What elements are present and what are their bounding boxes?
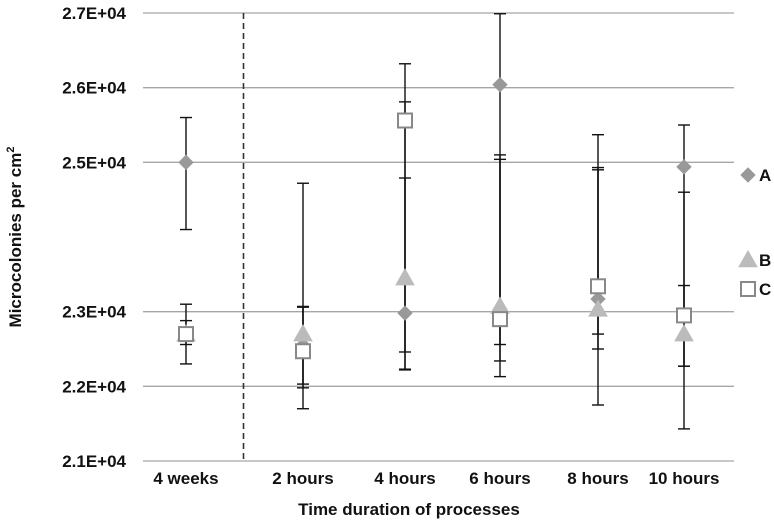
y-tick-label: 2.2E+04 — [62, 377, 126, 396]
point-b — [490, 296, 510, 314]
legend-marker-b — [738, 249, 758, 268]
point-b — [293, 324, 313, 342]
y-axis-title: Microcolonies per cm2 — [5, 147, 25, 328]
data-points — [176, 76, 694, 360]
point-c — [676, 307, 692, 324]
point-c — [590, 278, 606, 295]
point-a — [397, 305, 413, 321]
x-tick-label: 8 hours — [567, 469, 628, 488]
x-axis-title: Time duration of processes — [298, 500, 520, 519]
y-tick-label: 2.7E+04 — [62, 4, 126, 23]
y-tick-label: 2.6E+04 — [62, 79, 126, 98]
gridlines — [143, 12, 734, 462]
x-tick-label: 4 hours — [374, 469, 435, 488]
point-b — [588, 299, 608, 317]
point-b — [395, 268, 415, 286]
x-axis-ticks: 4 weeks 2 hours 4 hours 6 hours 8 hours 10 ho… — [153, 469, 719, 488]
point-c — [295, 343, 311, 360]
y-tick-label: 2.3E+04 — [62, 303, 126, 322]
x-tick-label: 10 hours — [649, 469, 720, 488]
legend-label-c: C — [759, 280, 771, 299]
y-tick-label: 2.5E+04 — [62, 153, 126, 172]
point-c — [397, 112, 413, 129]
legend-marker-a — [740, 167, 756, 183]
x-tick-label: 4 weeks — [153, 469, 218, 488]
y-axis-title-superscript: 2 — [5, 147, 17, 153]
y-axis-ticks: 2.1E+04 2.2E+04 2.3E+04 2.5E+04 2.6E+04 2.7E+… — [62, 4, 126, 471]
point-c — [492, 311, 508, 328]
point-c — [178, 326, 194, 343]
point-a — [178, 154, 194, 171]
point-a — [676, 159, 692, 175]
legend-label-a: A — [759, 166, 771, 185]
legend-label-b: B — [759, 251, 771, 270]
y-axis-title-main: Microcolonies per cm — [6, 153, 25, 328]
legend-marker-c — [740, 281, 756, 297]
point-a — [492, 76, 508, 93]
legend: A BC — [738, 166, 771, 299]
point-b — [674, 324, 694, 342]
error-bars — [180, 13, 690, 430]
x-tick-label: 2 hours — [272, 469, 333, 488]
y-tick-label: 2.1E+04 — [62, 452, 126, 471]
x-tick-label: 6 hours — [469, 469, 530, 488]
